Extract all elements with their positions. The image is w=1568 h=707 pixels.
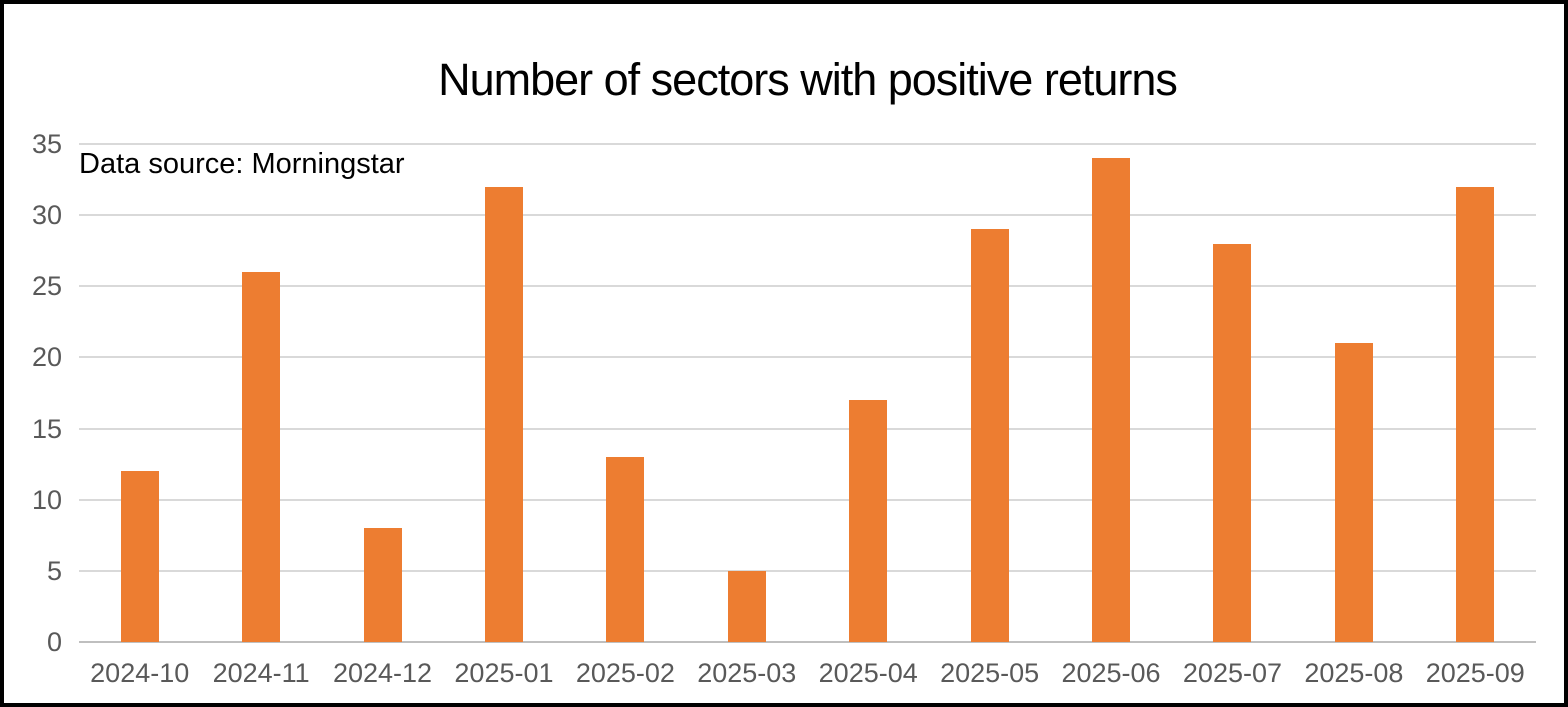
bar bbox=[242, 272, 281, 642]
x-axis-tick-label: 2025-03 bbox=[697, 658, 797, 688]
bar bbox=[363, 528, 402, 642]
chart-title: Number of sectors with positive returns bbox=[438, 54, 1178, 105]
bar bbox=[1334, 343, 1373, 642]
x-axis-line bbox=[79, 641, 1536, 643]
bar bbox=[970, 229, 1009, 642]
y-axis-tick-label: 25 bbox=[31, 271, 62, 302]
bar bbox=[1456, 186, 1495, 642]
gridline bbox=[79, 285, 1536, 288]
x-axis-tick-label: 2025-02 bbox=[575, 658, 675, 688]
y-axis-tick-label: 5 bbox=[46, 555, 62, 586]
y-axis-tick-label: 15 bbox=[31, 413, 62, 444]
x-axis-tick-label: 2024-12 bbox=[332, 658, 433, 688]
bar bbox=[1213, 243, 1252, 642]
x-axis-tick-label: 2024-10 bbox=[90, 658, 190, 688]
bar bbox=[484, 186, 523, 642]
x-axis-tick-label: 2025-09 bbox=[1425, 658, 1525, 688]
x-axis-tick-label: 2025-04 bbox=[818, 658, 918, 688]
x-axis-tick-label: 2024-11 bbox=[212, 658, 310, 688]
gridline bbox=[79, 143, 1536, 145]
bar bbox=[606, 457, 645, 642]
bar bbox=[727, 570, 766, 642]
y-axis-tick-label: 20 bbox=[31, 342, 62, 373]
y-axis-tick-label: 30 bbox=[31, 200, 62, 231]
y-axis-tick-label: 0 bbox=[46, 627, 62, 657]
y-axis-tick-label: 10 bbox=[31, 484, 62, 515]
gridline bbox=[79, 569, 1536, 572]
gridline bbox=[79, 427, 1536, 430]
x-axis-tick-label: 2025-08 bbox=[1304, 658, 1404, 688]
data-source-note: Data source: Morningstar bbox=[79, 148, 405, 180]
bar bbox=[849, 400, 888, 642]
gridline bbox=[79, 214, 1536, 217]
bar bbox=[1092, 158, 1131, 642]
x-axis-tick-label: 2025-07 bbox=[1182, 658, 1282, 688]
x-axis-tick-label: 2025-01 bbox=[454, 658, 554, 688]
x-axis-tick-label: 2025-06 bbox=[1061, 658, 1161, 688]
x-axis-tick-label: 2025-05 bbox=[940, 658, 1040, 688]
gridline bbox=[79, 356, 1536, 359]
y-axis-tick-label: 35 bbox=[31, 129, 62, 159]
gridline bbox=[79, 498, 1536, 501]
bar bbox=[120, 471, 159, 642]
